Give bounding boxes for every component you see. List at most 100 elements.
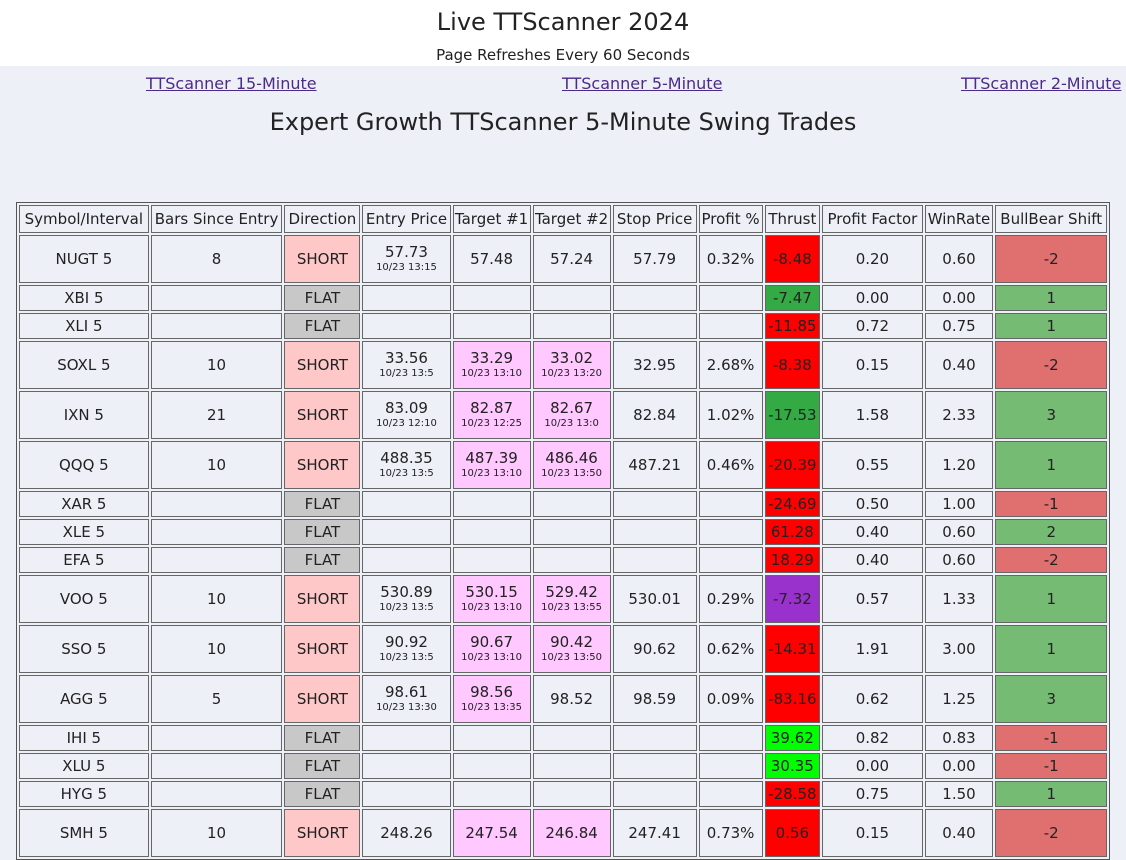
stop-cell	[612, 313, 697, 339]
thrust-cell: 61.28	[764, 519, 821, 545]
target1-cell: 487.39 10/23 13:10	[452, 441, 531, 489]
col-profit-factor[interactable]: Profit Factor	[822, 205, 923, 233]
target1-cell	[452, 547, 531, 573]
winrate-cell: 0.60	[924, 519, 994, 545]
col-bullbear-shift[interactable]: BullBear Shift	[995, 205, 1107, 233]
profit-factor-text: 0.00	[855, 289, 890, 307]
profit-factor-text: 0.82	[855, 729, 890, 747]
target2-text: 57.24	[550, 250, 594, 268]
entry-cell	[362, 753, 451, 779]
col-entry-price[interactable]: Entry Price	[362, 205, 451, 233]
table-row[interactable]: EFA 5 FLAT 18.29 0.40 0.60 -2	[19, 547, 1107, 573]
table-row[interactable]: XLE 5 FLAT 61.28 0.40 0.60 2	[19, 519, 1107, 545]
thrust-text: 18.29	[770, 551, 814, 569]
table-row[interactable]: QQQ 5 10 SHORT 488.35 10/23 13:5 487.39 10/23 …	[19, 441, 1107, 489]
bullbear-text: -1	[1043, 495, 1059, 513]
table-row[interactable]: SOXL 5 10 SHORT 33.56 10/23 13:5 33.29 10/23 1…	[19, 341, 1107, 389]
bars-text: 10	[207, 590, 227, 608]
table-row[interactable]: SSO 5 10 SHORT 90.92 10/23 13:5 90.67 10/23 13…	[19, 625, 1107, 673]
stop-text: 98.59	[633, 690, 677, 708]
target1-time-text: 10/23 12:25	[461, 418, 522, 429]
stop-cell	[612, 725, 697, 751]
profit-factor-text: 0.55	[855, 456, 890, 474]
profit-cell: 0.09%	[698, 675, 763, 723]
thrust-cell: 39.62	[764, 725, 821, 751]
col-symbol[interactable]: Symbol/Interval	[19, 205, 149, 233]
table-row[interactable]: IHI 5 FLAT 39.62 0.82 0.83 -1	[19, 725, 1107, 751]
bars-cell	[150, 519, 283, 545]
entry-cell	[362, 491, 451, 517]
symbol-cell: SSO 5	[19, 625, 149, 673]
thrust-cell: -17.53	[764, 391, 821, 439]
bullbear-cell: -2	[995, 341, 1107, 389]
symbol-cell: SMH 5	[19, 809, 149, 857]
profit-factor-cell: 0.82	[822, 725, 923, 751]
winrate-text: 0.83	[942, 729, 976, 747]
symbol-cell: QQQ 5	[19, 441, 149, 489]
table-row[interactable]: XLI 5 FLAT -11.85 0.72 0.75 1	[19, 313, 1107, 339]
col-target-2[interactable]: Target #2	[532, 205, 611, 233]
col-direction[interactable]: Direction	[284, 205, 361, 233]
table-row[interactable]: XLU 5 FLAT 30.35 0.00 0.00 -1	[19, 753, 1107, 779]
thrust-cell: -7.32	[764, 575, 821, 623]
thrust-cell: -83.16	[764, 675, 821, 723]
profit-factor-cell: 1.58	[822, 391, 923, 439]
stop-cell: 57.79	[612, 235, 697, 283]
bullbear-cell: 1	[995, 625, 1107, 673]
table-row[interactable]: NUGT 5 8 SHORT 57.73 10/23 13:15 57.48 57.24 57…	[19, 235, 1107, 283]
table-row[interactable]: XBI 5 FLAT -7.47 0.00 0.00 1	[19, 285, 1107, 311]
target1-text: 33.29	[470, 349, 514, 367]
target2-cell	[532, 547, 611, 573]
table-row[interactable]: XAR 5 FLAT -24.69 0.50 1.00 -1	[19, 491, 1107, 517]
bars-cell: 10	[150, 575, 283, 623]
col-winrate[interactable]: WinRate	[924, 205, 994, 233]
thrust-cell: 0.56	[764, 809, 821, 857]
symbol-cell: IXN 5	[19, 391, 149, 439]
refresh-note: Page Refreshes Every 60 Seconds	[436, 46, 690, 64]
col-bars-since-entry[interactable]: Bars Since Entry	[150, 205, 283, 233]
target1-cell: 530.15 10/23 13:10	[452, 575, 531, 623]
target2-time-text: 10/23 13:50	[541, 652, 602, 663]
col-target-1[interactable]: Target #1	[452, 205, 531, 233]
stop-cell: 98.59	[612, 675, 697, 723]
target1-text: 82.87	[470, 399, 514, 417]
table-row[interactable]: HYG 5 FLAT -28.58 0.75 1.50 1	[19, 781, 1107, 807]
target2-cell	[532, 313, 611, 339]
thrust-text: -28.58	[768, 785, 817, 803]
direction-cell: SHORT	[284, 341, 361, 389]
stop-cell	[612, 753, 697, 779]
direction-text: SHORT	[296, 250, 348, 268]
col-stop-price[interactable]: Stop Price	[612, 205, 697, 233]
symbol-text: QQQ 5	[58, 456, 109, 474]
table-row[interactable]: SMH 5 10 SHORT 248.26 247.54 246.84 247.41 0.73…	[19, 809, 1107, 857]
profit-cell	[698, 519, 763, 545]
table-row[interactable]: AGG 5 5 SHORT 98.61 10/23 13:30 98.56 10/23 13…	[19, 675, 1107, 723]
bars-cell: 10	[150, 809, 283, 857]
profit-cell	[698, 491, 763, 517]
target2-time-text: 10/23 13:50	[541, 468, 602, 479]
page-title: Live TTScanner 2024	[436, 8, 690, 36]
target2-text: 82.67	[550, 399, 594, 417]
winrate-text: 1.25	[942, 690, 976, 708]
symbol-cell: NUGT 5	[19, 235, 149, 283]
symbol-cell: XLU 5	[19, 753, 149, 779]
target1-cell	[452, 781, 531, 807]
col-profit-pct[interactable]: Profit %	[698, 205, 763, 233]
page-header: Live TTScanner 2024 Page Refreshes Every…	[0, 0, 1126, 66]
table-row[interactable]: VOO 5 10 SHORT 530.89 10/23 13:5 530.15 10/23 …	[19, 575, 1107, 623]
link-15-minute[interactable]: TTScanner 15-Minute	[146, 74, 317, 93]
symbol-text: XLE 5	[62, 523, 106, 541]
table-row[interactable]: IXN 5 21 SHORT 83.09 10/23 12:10 82.87 10/23 1…	[19, 391, 1107, 439]
section-heading: Expert Growth TTScanner 5-Minute Swing T…	[269, 108, 857, 136]
bullbear-text: 1	[1046, 456, 1056, 474]
entry-cell: 98.61 10/23 13:30	[362, 675, 451, 723]
stop-cell	[612, 781, 697, 807]
winrate-text: 0.60	[942, 523, 976, 541]
bullbear-cell: 1	[995, 781, 1107, 807]
col-thrust[interactable]: Thrust	[764, 205, 821, 233]
direction-text: FLAT	[304, 729, 341, 747]
stop-cell: 247.41	[612, 809, 697, 857]
thrust-text: 39.62	[770, 729, 814, 747]
link-5-minute[interactable]: TTScanner 5-Minute	[562, 74, 723, 93]
link-2-minute[interactable]: TTScanner 2-Minute	[961, 74, 1122, 93]
